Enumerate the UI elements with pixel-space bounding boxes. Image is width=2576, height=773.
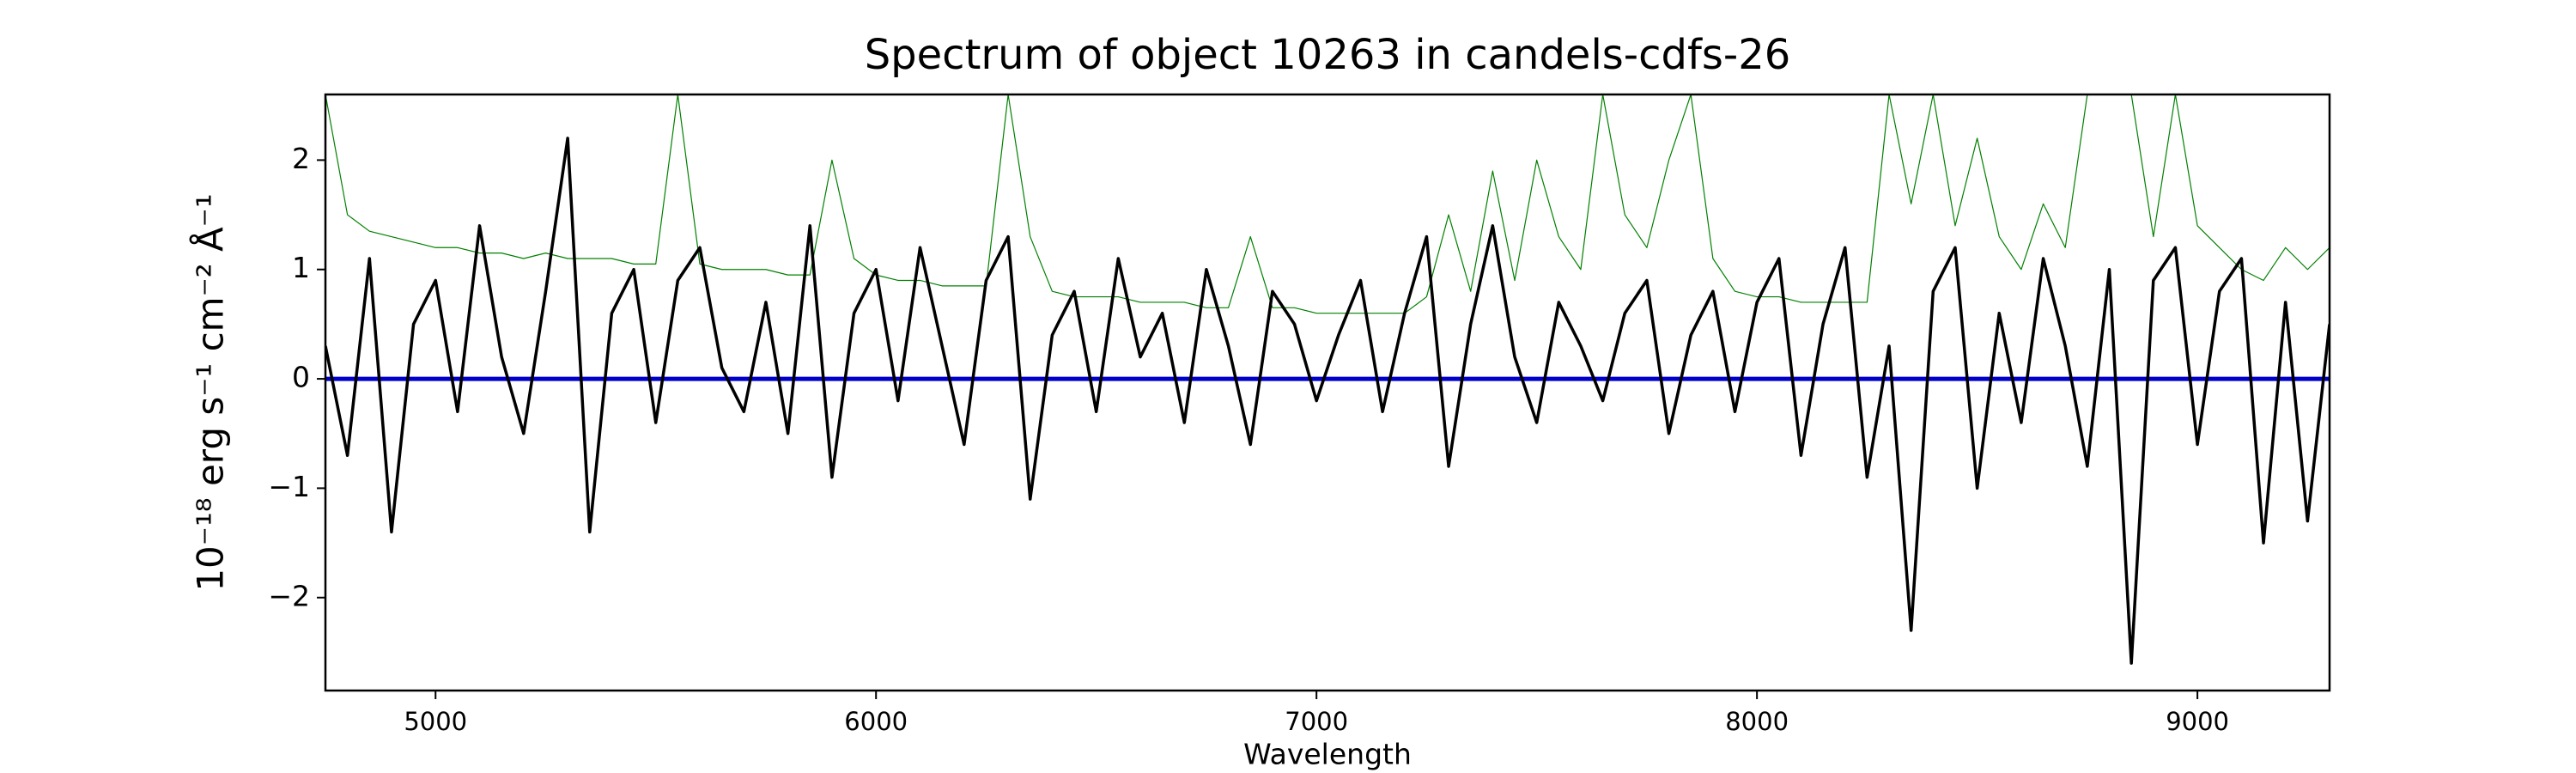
x-axis-label: Wavelength — [1243, 738, 1412, 771]
x-tick-label: 6000 — [844, 707, 908, 736]
series-line — [325, 137, 2330, 665]
series-line — [325, 94, 2330, 314]
x-tick-label: 9000 — [2166, 707, 2229, 736]
x-tick-label: 8000 — [1725, 707, 1789, 736]
y-tick-label: 0 — [292, 361, 310, 394]
y-axis-label: 10⁻¹⁸ erg s⁻¹ cm⁻² Å⁻¹ — [189, 193, 232, 591]
chart-title: Spectrum of object 10263 in candels-cdfs… — [865, 31, 1791, 79]
x-tick-label: 7000 — [1285, 707, 1348, 736]
y-tick-label: −2 — [268, 579, 310, 612]
y-tick-label: −1 — [268, 470, 310, 503]
x-tick-label: 5000 — [404, 707, 467, 736]
y-tick-label: 1 — [292, 251, 310, 284]
y-tick-label: 2 — [292, 142, 310, 175]
axes-frame — [324, 93, 2331, 692]
plot-area — [325, 94, 2330, 665]
